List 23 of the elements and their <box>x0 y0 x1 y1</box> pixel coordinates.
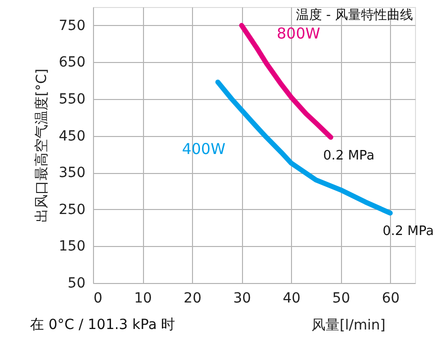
y-tick-label: 250 <box>58 202 86 218</box>
y-tick-label: 450 <box>58 128 86 144</box>
chart-title: 温度 - 风量特性曲线 <box>296 7 413 23</box>
annotation: 0.2 MPa <box>382 224 434 240</box>
series-label: 800W <box>276 24 320 42</box>
y-tick-label: 350 <box>58 165 86 182</box>
y-tick-label: 550 <box>58 92 86 108</box>
y-tick-label: 650 <box>58 54 86 71</box>
y-tick-label: 50 <box>68 276 86 292</box>
x-axis-title: 风量[l/min] <box>312 318 386 334</box>
y-axis-title: 出风口最高空气温度[°C] <box>34 68 50 222</box>
y-tick-label: 750 <box>58 18 86 34</box>
x-tick-label: 30 <box>233 290 252 306</box>
x-tick-label: 20 <box>184 290 202 306</box>
x-tick-label: 10 <box>134 290 152 306</box>
y-tick-label: 150 <box>58 238 86 255</box>
x-tick-label: 50 <box>332 290 350 306</box>
annotation: 0.2 MPa <box>323 148 374 164</box>
x-tick-label: 60 <box>382 290 400 306</box>
text: 在 0°C / 101.3 kPa 时 <box>30 317 176 333</box>
text: 400W <box>182 140 226 158</box>
x-tick-label: 40 <box>282 290 301 306</box>
x-tick-label: 0 <box>94 290 102 306</box>
